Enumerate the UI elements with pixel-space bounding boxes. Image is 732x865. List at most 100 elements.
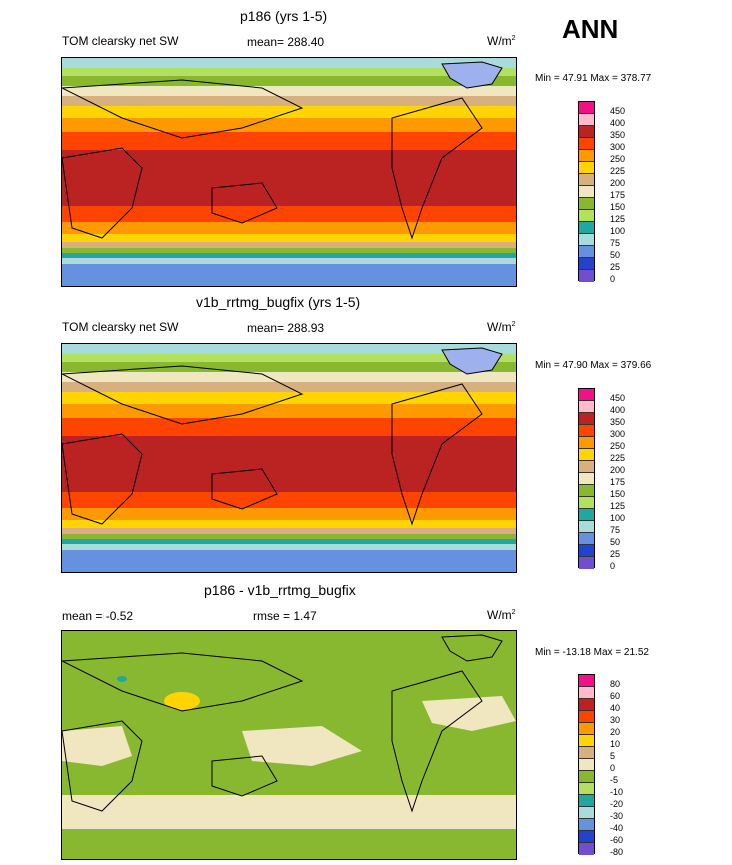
panel-2-color-14 [579,557,594,569]
panel-1-color-14 [579,270,594,282]
panel-2-units-sup: 2 [511,321,516,328]
panel-1-color-2 [579,126,594,138]
panel-3-map [61,630,517,860]
panel-1-color-6 [579,174,594,186]
panel-1-color-11 [579,234,594,246]
panel-3-color-1 [579,687,594,699]
panel-2-color-11 [579,521,594,533]
panel-2-tick: 50 [610,537,621,547]
panel-1-color-0 [579,102,594,114]
panel-1-color-4 [579,150,594,162]
panel-3-units-text: W/m [487,608,512,622]
panel-3-tick: 20 [610,727,621,737]
panel-2-title: v1b_rrtmg_bugfix (yrs 1-5) [196,294,361,310]
panel-2-tick: 200 [610,465,626,475]
panel-2-tick: 300 [610,429,626,439]
panel-3-mean: mean = -0.52 [62,609,134,623]
panel-1-color-10 [579,222,594,234]
panel-1-tick: 75 [610,238,621,248]
panel-1-tick: 50 [610,250,621,260]
panel-1-color-12 [579,246,594,258]
panel-3-color-10 [579,795,594,807]
panel-2-tick: 125 [610,501,626,511]
panel-2-minmax: Min = 47.90 Max = 379.66 [535,360,652,371]
panel-3-tick: 5 [610,751,616,761]
panel-2-tick: 100 [610,513,626,523]
panel-2-tick: 400 [610,405,626,415]
panel-2-color-0 [579,389,594,401]
panel-2-color-9 [579,497,594,509]
panel-3-tick: 30 [610,715,621,725]
panel-1-color-5 [579,162,594,174]
panel-3-tick: -80 [610,847,624,857]
panel-2-color-13 [579,545,594,557]
panel-1-tick: 0 [610,274,616,284]
panel-3-tick: 80 [610,679,621,689]
panel-2-map [61,343,517,573]
panel-1-mean: mean= 288.40 [247,35,325,49]
panel-3-tick: -30 [610,811,624,821]
panel-3-color-14 [579,843,594,855]
panel-1-color-1 [579,114,594,126]
panel-1-map [61,57,517,287]
panel-3-tick: -5 [610,775,619,785]
panel-2-colorbar [578,388,595,569]
panel-3-tick: -20 [610,799,624,809]
panel-1-tick: 125 [610,214,626,224]
panel-2-tick: 250 [610,441,626,451]
panel-3-color-12 [579,819,594,831]
panel-1-color-9 [579,210,594,222]
panel-2-tick: 175 [610,477,626,487]
panel-1-tick: 250 [610,154,626,164]
panel-2-color-2 [579,413,594,425]
panel-1-tick: 300 [610,142,626,152]
panel-2-color-6 [579,461,594,473]
panel-3-title: p186 - v1b_rrtmg_bugfix [204,582,356,598]
panel-2-tick: 0 [610,561,616,571]
panel-2-units: W/m2 [487,320,516,334]
panel-2-color-5 [579,449,594,461]
panel-2-tick: 25 [610,549,621,559]
panel-1-tick: 25 [610,262,621,272]
panel-2-tick: 75 [610,525,621,535]
panel-3-color-2 [579,699,594,711]
panel-1-tick: 225 [610,166,626,176]
panel-2-tick: 450 [610,393,626,403]
panel-2-map-svg [62,344,516,572]
panel-1-color-3 [579,138,594,150]
panel-2-tick: 150 [610,489,626,499]
panel-3-map-svg [62,631,516,859]
panel-2-tick: 350 [610,417,626,427]
panel-1-units-text: W/m [487,34,512,48]
panel-1-color-8 [579,198,594,210]
panel-2-color-1 [579,401,594,413]
panel-3-color-4 [579,723,594,735]
panel-3-color-3 [579,711,594,723]
panel-2-color-8 [579,485,594,497]
panel-1-tick: 150 [610,202,626,212]
panel-2-color-7 [579,473,594,485]
panel-3-tick: 60 [610,691,621,701]
panel-1-tick: 100 [610,226,626,236]
panel-3-units-sup: 2 [511,609,516,616]
panel-3-tick: -60 [610,835,624,845]
panel-2-color-10 [579,509,594,521]
panel-1-title: p186 (yrs 1-5) [240,8,328,24]
panel-1-colorbar [578,101,595,282]
panel-1-tick: 350 [610,130,626,140]
panel-1-units-sup: 2 [511,35,516,42]
panel-3-minmax: Min = -13.18 Max = 21.52 [535,647,649,658]
panel-1-units: W/m2 [487,34,516,48]
panel-2-units-text: W/m [487,320,512,334]
panel-3-color-8 [579,771,594,783]
panel-2-variable: TOM clearsky net SW [62,320,179,334]
panel-1-tick: 175 [610,190,626,200]
panel-3-color-6 [579,747,594,759]
panel-1-tick: 450 [610,106,626,116]
panel-3-tick: -10 [610,787,624,797]
panel-3-color-13 [579,831,594,843]
panel-1-map-svg [62,58,516,286]
panel-2-mean: mean= 288.93 [247,321,325,335]
panel-1-color-7 [579,186,594,198]
panel-1-color-13 [579,258,594,270]
